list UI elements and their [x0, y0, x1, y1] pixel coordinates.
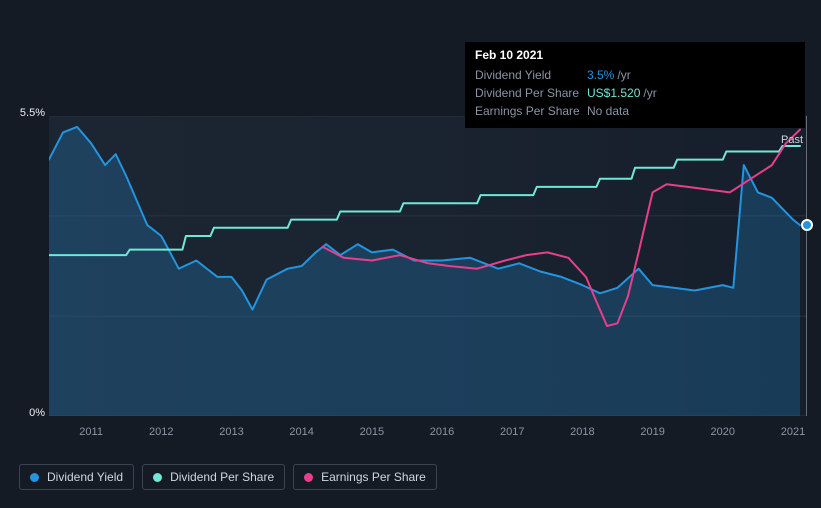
- tooltip-row-value: US$1.520: [587, 84, 640, 102]
- x-axis-tick: 2013: [219, 426, 243, 438]
- y-axis-min-label: 0%: [19, 407, 45, 419]
- tooltip-row-value: No data: [587, 102, 629, 120]
- tooltip-row-suffix: /yr: [617, 66, 630, 84]
- chart-legend: Dividend Yield Dividend Per Share Earnings…: [19, 464, 437, 490]
- legend-swatch: [30, 473, 39, 482]
- tooltip-row-suffix: /yr: [643, 84, 656, 102]
- legend-swatch: [153, 473, 162, 482]
- highlight-line: [806, 116, 807, 416]
- past-label: Past: [781, 134, 803, 146]
- x-axis-tick: 2015: [360, 426, 384, 438]
- x-axis-tick: 2016: [430, 426, 454, 438]
- tooltip-row-label: Dividend Yield: [475, 66, 587, 84]
- tooltip-row: Earnings Per ShareNo data: [475, 102, 795, 120]
- tooltip-row: Dividend Per ShareUS$1.520/yr: [475, 84, 795, 102]
- legend-item[interactable]: Earnings Per Share: [293, 464, 437, 490]
- legend-label: Earnings Per Share: [321, 470, 426, 484]
- x-axis-tick: 2012: [149, 426, 173, 438]
- x-axis-tick: 2018: [570, 426, 594, 438]
- tooltip-date: Feb 10 2021: [475, 48, 795, 62]
- legend-label: Dividend Yield: [47, 470, 123, 484]
- legend-swatch: [304, 473, 313, 482]
- tooltip-row-label: Earnings Per Share: [475, 102, 587, 120]
- legend-label: Dividend Per Share: [170, 470, 274, 484]
- highlight-marker: [801, 219, 813, 231]
- chart-svg: [49, 116, 807, 416]
- dividend-chart: 5.5% 0% Past 201120122013201420152016201…: [19, 102, 809, 457]
- chart-tooltip: Feb 10 2021 Dividend Yield3.5%/yrDividen…: [465, 42, 805, 128]
- x-axis-tick: 2021: [781, 426, 805, 438]
- y-axis-max-label: 5.5%: [19, 107, 45, 119]
- x-axis-tick: 2020: [711, 426, 735, 438]
- plot-area[interactable]: Past: [49, 116, 807, 416]
- x-axis-tick: 2019: [640, 426, 664, 438]
- tooltip-row-label: Dividend Per Share: [475, 84, 587, 102]
- x-axis-tick: 2011: [79, 426, 103, 438]
- x-axis-tick: 2017: [500, 426, 524, 438]
- x-axis-tick: 2014: [289, 426, 313, 438]
- legend-item[interactable]: Dividend Per Share: [142, 464, 285, 490]
- legend-item[interactable]: Dividend Yield: [19, 464, 134, 490]
- x-axis: 2011 2012 2013 2014 2015 2016 2017 2018 2019 2020…: [49, 422, 807, 442]
- tooltip-row-value: 3.5%: [587, 66, 614, 84]
- tooltip-row: Dividend Yield3.5%/yr: [475, 66, 795, 84]
